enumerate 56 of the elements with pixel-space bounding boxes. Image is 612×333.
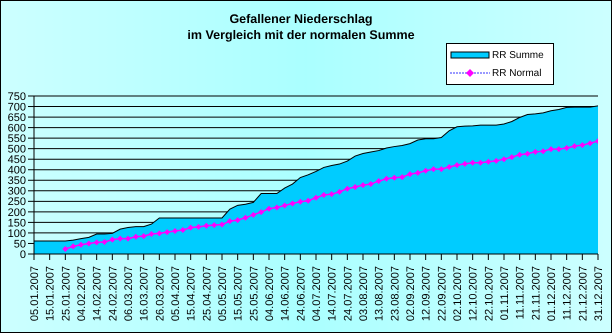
y-tick-label: 250 [8, 196, 26, 208]
legend-label: RR Normal [492, 68, 542, 78]
x-tick-label: 14.02.2007 [92, 266, 104, 322]
x-tick-label: 25.05.2007 [248, 266, 260, 322]
y-tick-label: 450 [8, 154, 26, 166]
x-tick-label: 14.06.2007 [280, 266, 292, 322]
y-tick-label: 600 [8, 122, 26, 135]
x-tick-label: 02.09.2007 [405, 266, 417, 322]
x-tick-label: 13.08.2007 [374, 266, 386, 322]
y-tick-label: 150 [8, 217, 26, 230]
chart-title: Gefallener Niederschlag im Vergleich mit der normalen Summe [186, 11, 416, 43]
y-tick-label: 200 [8, 206, 26, 219]
y-tick-label: 550 [8, 133, 26, 146]
x-tick-label: 15.04.2007 [186, 266, 198, 322]
y-tick-label: 100 [8, 228, 26, 240]
x-tick-label: 06.03.2007 [123, 266, 135, 322]
x-tick-label: 25.01.2007 [60, 266, 72, 322]
x-tick-label: 21.12.2007 [577, 266, 590, 322]
x-tick-label: 01.11.2007 [499, 266, 511, 320]
x-tick-label: 04.02.2007 [76, 266, 88, 322]
y-tick-label: 650 [8, 112, 26, 124]
x-tick-label: 15.01.2007 [44, 266, 57, 322]
x-tick-label: 12.10.2007 [468, 266, 480, 322]
y-tick-label: 50 [14, 238, 26, 250]
x-tick-label: 15.05.2007 [232, 266, 245, 322]
x-tick-label: 04.07.2007 [311, 266, 323, 322]
x-tick-label: 26.03.2007 [154, 266, 166, 322]
y-tick-label: 750 [8, 90, 26, 103]
x-tick-label: 22.09.2007 [436, 266, 448, 322]
x-tick-label: 11.12.2007 [562, 266, 574, 320]
x-tick-label: 11.11.2007 [514, 266, 527, 320]
y-tick-label: 400 [8, 164, 26, 177]
x-tick-label: 04.06.2007 [264, 266, 276, 322]
x-tick-label: 03.08.2007 [358, 266, 370, 322]
x-tick-label: 05.05.2007 [217, 266, 229, 322]
x-tick-label: 25.04.2007 [201, 266, 214, 322]
x-tick-label: 23.08.2007 [389, 266, 402, 322]
y-tick-label: 350 [8, 175, 26, 188]
y-tick-label: 300 [8, 186, 26, 198]
x-tick-label: 21.11.2007 [530, 266, 542, 320]
x-tick-label: 16.03.2007 [138, 266, 151, 322]
x-tick-label: 05.01.2007 [29, 266, 41, 322]
x-tick-label: 01.12.2007 [546, 266, 558, 322]
y-tick-label: 700 [8, 101, 26, 114]
x-tick-label: 31.12.2007 [593, 266, 605, 322]
y-tick-label: 500 [8, 144, 26, 156]
x-tick-label: 02.10.2007 [452, 266, 464, 322]
x-tick-label: 14.07.2007 [326, 266, 339, 322]
x-tick-label: 24.07.2007 [342, 266, 354, 322]
x-tick-label: 22.10.2007 [483, 266, 496, 322]
x-tick-label: 05.04.2007 [170, 266, 182, 322]
legend-label: RR Summe [492, 50, 544, 60]
y-tick-label: 0 [20, 248, 26, 261]
x-tick-label: 24.06.2007 [295, 266, 308, 322]
x-tick-label: 24.02.2007 [107, 266, 120, 322]
x-tick-label: 12.09.2007 [420, 266, 433, 322]
